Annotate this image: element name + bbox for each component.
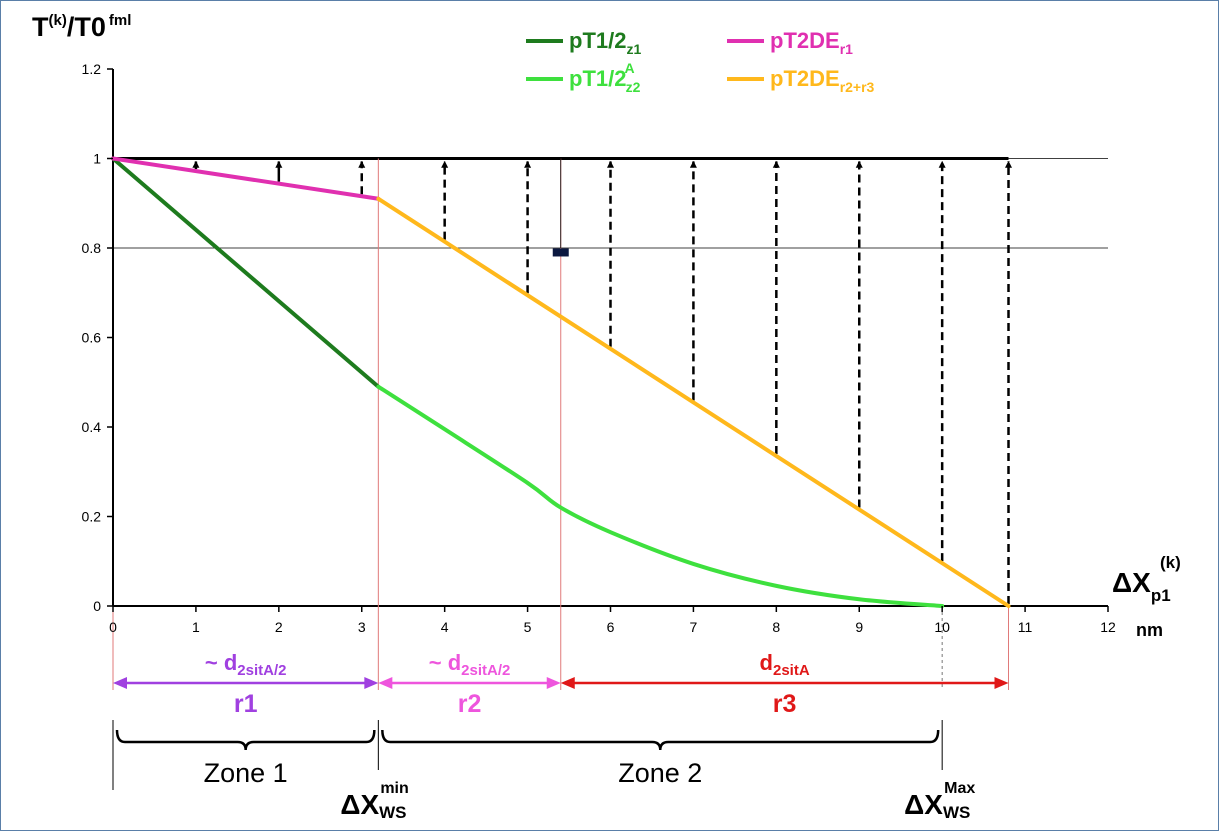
x-tick-label-5: 5 [524, 619, 532, 635]
legend-main-3: pT2DE [770, 66, 840, 91]
ws-sub-0: WS [379, 803, 406, 822]
legend-sub-3: r2+r3 [840, 79, 875, 95]
legend-entry-3: pT2DEr2+r3 [770, 66, 875, 95]
y-label-main: T [32, 12, 49, 42]
legend-main-2: pT1/2 [569, 66, 626, 91]
x-tick-label-1: 1 [192, 619, 200, 635]
y-label-mid: /T0 [67, 12, 106, 42]
x-tick-label-0: 0 [109, 619, 117, 635]
y-label-sup1: (k) [49, 12, 67, 29]
y-label-sup2: fml [109, 12, 132, 29]
ws-main-0: ΔX [340, 789, 379, 820]
region-label-main-r3: d [760, 650, 773, 675]
x-label-sub: p1 [1151, 586, 1171, 605]
ws-main-1: ΔX [904, 789, 943, 820]
region-arrow-r3-head-right [994, 677, 1009, 689]
x-tick-label-6: 6 [607, 619, 615, 635]
ws-sub-1: WS [943, 803, 970, 822]
y-axis-label: T(k)/T0 fml [32, 12, 131, 42]
region-label-main-r2: ~ d [429, 650, 461, 675]
y-tick-label-2: 0.4 [82, 419, 102, 435]
legend-entry-0: pT1/2z1 [569, 28, 641, 57]
region-arrow-r2-head-left [378, 677, 393, 689]
y-tick-label-4: 0.8 [82, 240, 102, 256]
small-marker [552, 248, 569, 257]
axes [112, 69, 1108, 607]
ws-label-0: ΔXWS [340, 789, 406, 822]
y-tick-label-0: 0 [93, 598, 101, 614]
series [111, 156, 1011, 608]
region-arrow-r2-head-right [546, 677, 561, 689]
region-label-main-r1: ~ d [205, 650, 237, 675]
region-label-r2: ~ d2sitA/2 [429, 650, 511, 679]
x-tick-label-12: 12 [1100, 619, 1116, 635]
arrows [192, 160, 1012, 604]
zone-brace-1 [381, 729, 940, 751]
y-tick-label-6: 1.2 [82, 61, 102, 77]
legend-sub-0: z1 [626, 41, 641, 57]
region-name-r3: r3 [773, 690, 797, 718]
x-label-sup: (k) [1160, 553, 1181, 572]
x-tick-label-3: 3 [358, 619, 366, 635]
x-tick-label-8: 8 [772, 619, 780, 635]
series-z1 [111, 156, 381, 389]
region-name-r1: r1 [234, 690, 258, 718]
ws-sup-0: min [380, 780, 408, 797]
x-label-main: ΔX [1112, 567, 1151, 598]
legend-sup-2: A [624, 60, 634, 76]
region-label-sub-r3: 2sitA [773, 662, 810, 679]
region-label-sub-r1: 2sitA/2 [237, 662, 286, 679]
region-label-r3: d2sitA [760, 650, 810, 679]
x-tick-label-2: 2 [275, 619, 283, 635]
y-tick-label-1: 0.2 [82, 509, 102, 525]
x-tick-label-4: 4 [441, 619, 449, 635]
zone-brace-0 [115, 729, 376, 751]
region-label-r1: ~ d2sitA/2 [205, 650, 287, 679]
series-r1 [111, 156, 381, 201]
legend-entry-2: pT1/2A z2 [569, 60, 641, 95]
legend-main-0: pT1/2 [569, 28, 626, 53]
ws-sup-1: Max [944, 780, 975, 797]
series-z2 [376, 384, 945, 608]
x-tick-label-7: 7 [690, 619, 698, 635]
legend-main-1: pT2DE [770, 28, 840, 53]
region-arrow-r1-head-left [113, 677, 127, 689]
region-label-sub-r2: 2sitA/2 [461, 662, 510, 679]
series-r2r3 [376, 196, 1011, 608]
ws-label-1: ΔXWS [904, 789, 970, 822]
y-tick-label-3: 0.6 [82, 330, 102, 346]
x-axis-unit: nm [1136, 620, 1163, 640]
y-tick-label-5: 1 [93, 151, 101, 167]
legend-entry-1: pT2DEr1 [770, 28, 853, 57]
region-arrow-r1-head-right [364, 677, 379, 689]
x-tick-label-9: 9 [855, 619, 863, 635]
region-arrow-r3-head-left [560, 677, 575, 689]
x-tick-label-11: 11 [1018, 619, 1033, 635]
vertical-markers [112, 158, 1009, 690]
zone-label-0: Zone 1 [204, 758, 288, 788]
x-tick-label-10: 10 [934, 619, 950, 635]
legend-sub-1: r1 [840, 41, 853, 57]
legend-sub-2: z2 [626, 79, 641, 95]
region-name-r2: r2 [458, 690, 482, 718]
x-axis-label: ΔXp1 (k) [1112, 553, 1181, 605]
zone-label-1: Zone 2 [618, 758, 702, 788]
